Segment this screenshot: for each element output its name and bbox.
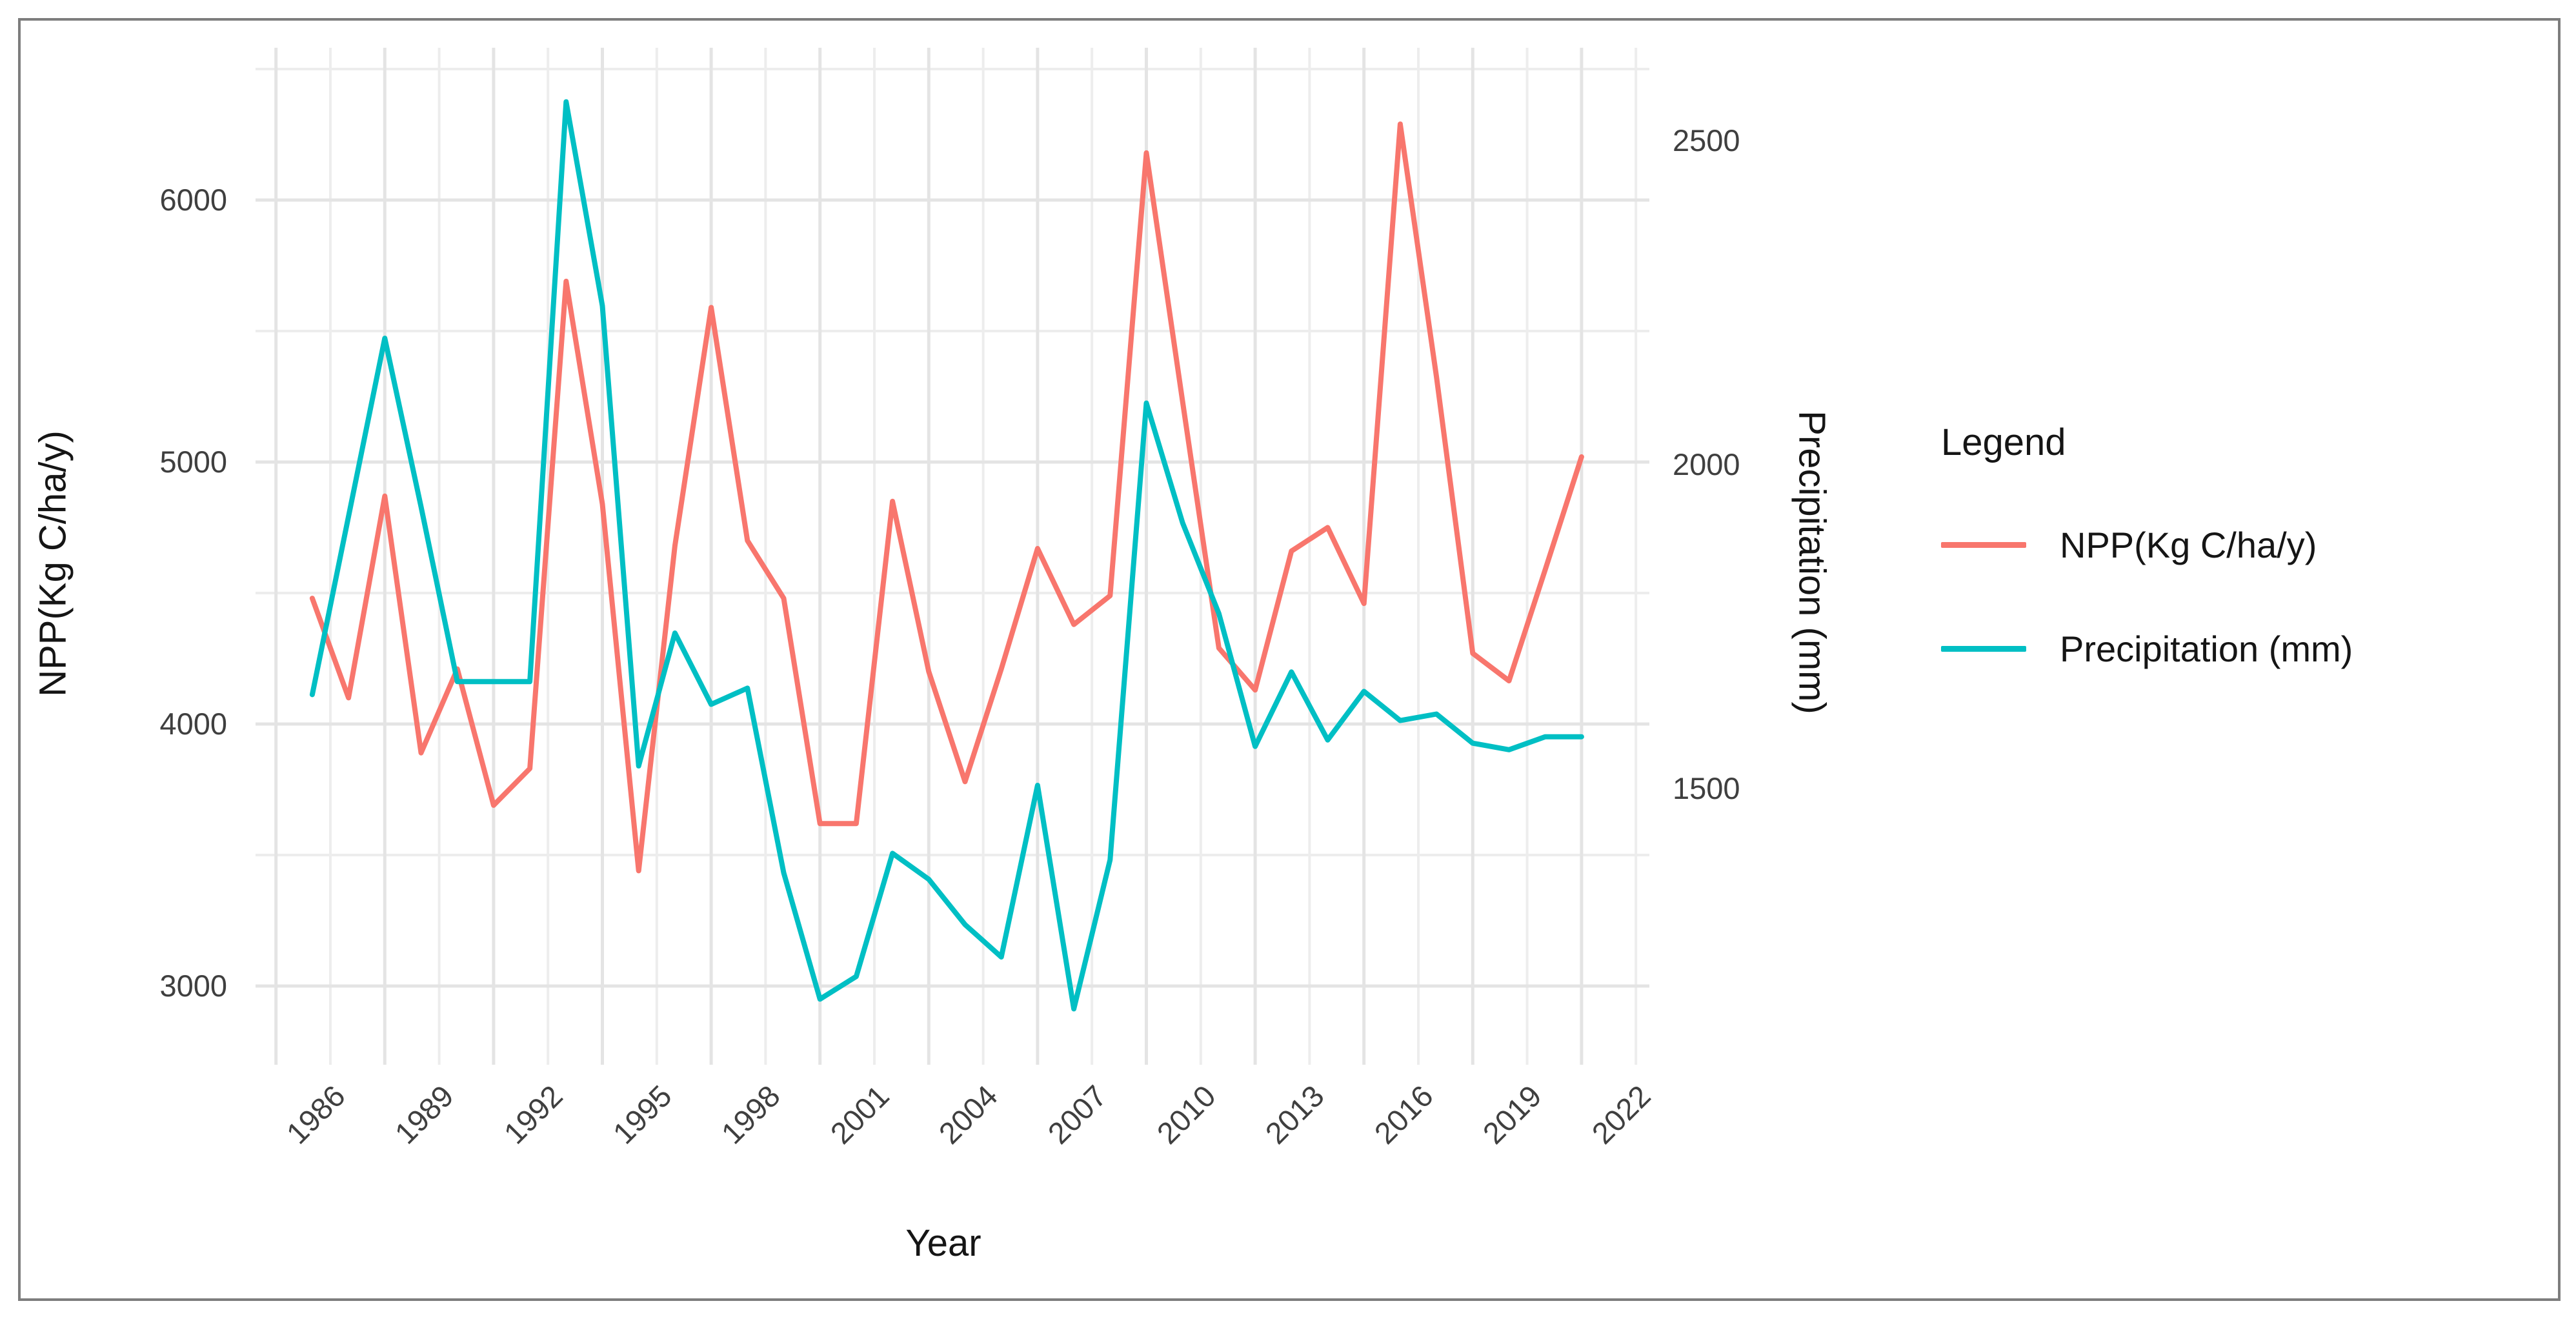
legend-entry-label: Precipitation (mm): [2060, 629, 2353, 669]
y-left-tick-label: 4000: [159, 707, 227, 741]
y-right-tick-label: 2500: [1673, 123, 1740, 157]
data-series-lines: [309, 99, 1584, 1012]
y-left-tick-label: 3000: [159, 969, 227, 1003]
series-line-npp: [309, 121, 1584, 874]
y-axis-right-title: Precipitation (mm): [1791, 410, 1833, 714]
legend-line-swatch: [1941, 646, 2026, 652]
y-right-tick-label: 1500: [1673, 771, 1740, 805]
legend-entry: NPP(Kg C/ha/y): [1941, 524, 2317, 566]
figure-border: [18, 18, 2561, 1301]
y-axis-left-title: NPP(Kg C/ha/y): [32, 430, 74, 697]
y-right-tick-label: 2000: [1673, 447, 1740, 481]
y-left-tick-label: 6000: [159, 183, 227, 217]
minor-gridlines: [256, 48, 1649, 1065]
legend-entry: Precipitation (mm): [1941, 628, 2353, 670]
major-gridlines: [256, 48, 1649, 1065]
legend-title: Legend: [1941, 421, 2066, 463]
legend-entry-label: NPP(Kg C/ha/y): [2060, 525, 2317, 565]
series-line-precipitation: [309, 99, 1584, 1012]
y-left-tick-label: 5000: [159, 445, 227, 479]
legend-line-swatch: [1941, 542, 2026, 548]
x-axis-title: Year: [905, 1222, 981, 1264]
